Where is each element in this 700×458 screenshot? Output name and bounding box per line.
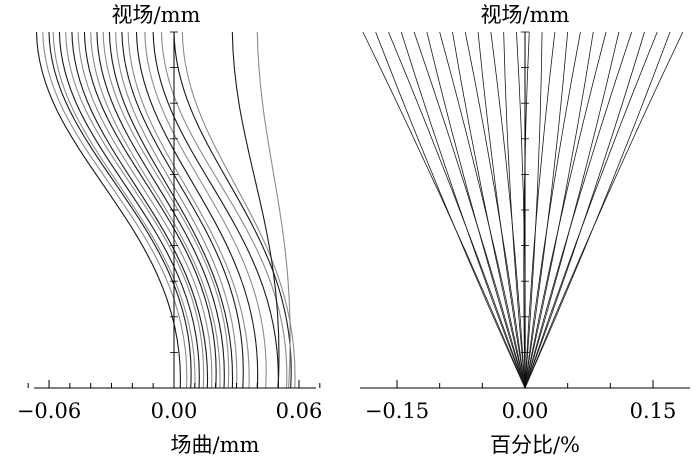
field-curvature-trace: [96, 32, 225, 388]
field-curvature-trace: [48, 32, 192, 388]
field-curvature-trace: [173, 32, 292, 388]
distortion-x-axis-title: 百分比/%: [490, 433, 580, 457]
distortion-panel: −0.15 0.00 0.15 视场/mm 百分比/%: [360, 3, 690, 457]
field-curvature-trace: [135, 32, 259, 388]
field-curvature-x-tick-label: 0.00: [151, 399, 198, 423]
field-curvature-trace: [83, 32, 217, 388]
distortion-trace: [524, 32, 607, 388]
field-curvature-trace: [58, 32, 200, 388]
distortion-trace: [490, 32, 526, 388]
field-curvature-traces: [35, 32, 296, 388]
distortion-x-tick-label: 0.15: [630, 399, 677, 423]
field-curvature-trace: [256, 32, 291, 388]
field-curvature-x-tick-label: 0.06: [276, 399, 323, 423]
distortion-x-ticks: −0.15 0.00 0.15: [365, 380, 677, 423]
field-curvature-trace: [152, 32, 279, 388]
distortion-trace: [503, 32, 526, 388]
distortion-trace: [524, 32, 633, 388]
distortion-trace: [524, 32, 684, 388]
distortion-trace: [452, 32, 526, 388]
field-curvature-trace: [127, 32, 250, 388]
distortion-trace: [375, 32, 526, 388]
field-curvature-trace: [52, 32, 196, 388]
distortion-x-tick-label: −0.15: [365, 399, 429, 423]
field-curvature-trace: [144, 32, 267, 388]
field-curvature-trace: [35, 32, 181, 388]
field-curvature-y-axis-title: 视场/mm: [112, 3, 201, 27]
distortion-trace: [524, 32, 581, 388]
distortion-trace: [524, 32, 658, 388]
field-curvature-x-ticks: −0.06 0.00 0.06: [17, 380, 323, 423]
field-curvature-x-axis-title: 场曲/mm: [171, 433, 260, 457]
field-curvature-trace: [42, 32, 188, 388]
field-curvature-trace: [231, 32, 280, 388]
field-curvature-trace: [181, 32, 296, 388]
distortion-trace: [400, 32, 526, 388]
distortion-trace: [477, 32, 526, 388]
field-curvature-trace: [77, 32, 213, 388]
distortion-trace: [524, 32, 556, 388]
field-curvature-trace: [121, 32, 244, 388]
distortion-traces: [362, 32, 684, 388]
distortion-trace: [524, 32, 569, 388]
field-curvature-trace: [71, 32, 208, 388]
field-curvature-trace: [160, 32, 288, 388]
distortion-trace: [426, 32, 526, 388]
field-curvature-panel: −0.06 0.00 0.06 视场/mm 场曲/mm: [17, 3, 323, 457]
field-curvature-trace: [65, 32, 205, 388]
field-curvature-trace: [115, 32, 238, 388]
distortion-x-tick-label: 0.00: [502, 399, 549, 423]
distortion-y-axis-title: 视场/mm: [481, 3, 570, 27]
distortion-trace: [524, 32, 543, 388]
field-curvature-trace: [102, 32, 230, 388]
field-curvature-x-tick-label: −0.06: [17, 399, 81, 423]
field-curvature-trace: [90, 32, 221, 388]
